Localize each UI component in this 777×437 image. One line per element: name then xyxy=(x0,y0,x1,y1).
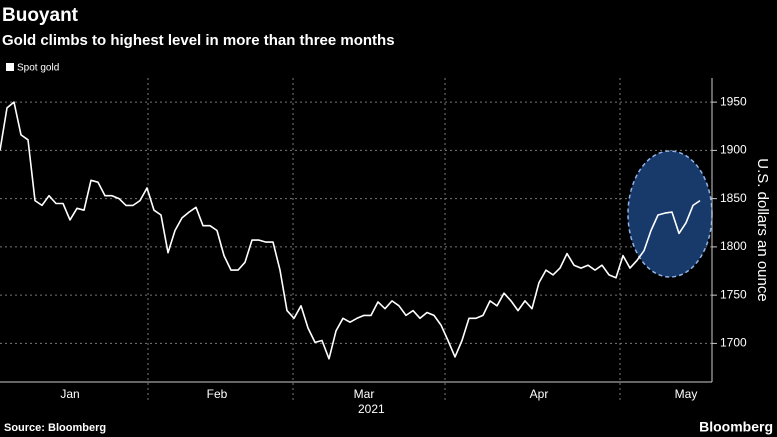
x-tick-label: Jan xyxy=(60,387,79,401)
y-tick-label: 1750 xyxy=(720,287,747,301)
y-axis-label: U.S. dollars an ounce xyxy=(754,158,771,301)
brand: Bloomberg xyxy=(699,419,773,435)
y-tick-label: 1800 xyxy=(720,239,747,253)
y-tick-label: 1950 xyxy=(720,94,747,108)
highlight-ellipse xyxy=(627,150,713,278)
y-tick-label: 1900 xyxy=(720,143,747,157)
y-tick-label: 1700 xyxy=(720,336,747,350)
x-tick-label: Apr xyxy=(530,387,549,401)
x-tick-label: May xyxy=(675,387,698,401)
source: Source: Bloomberg xyxy=(4,422,106,434)
legend-label: Spot gold xyxy=(17,63,59,74)
chart-title: Buoyant xyxy=(2,5,79,26)
month-dividers xyxy=(147,78,621,400)
x-tick-label: Mar xyxy=(354,387,375,401)
legend-swatch xyxy=(6,63,14,71)
y-tick-label: 1850 xyxy=(720,191,747,205)
chart-subtitle: Gold climbs to highest level in more tha… xyxy=(2,32,395,49)
series-line xyxy=(0,101,701,360)
x-tick-label: Feb xyxy=(207,387,228,401)
x-axis-label: 2021 xyxy=(358,402,385,416)
